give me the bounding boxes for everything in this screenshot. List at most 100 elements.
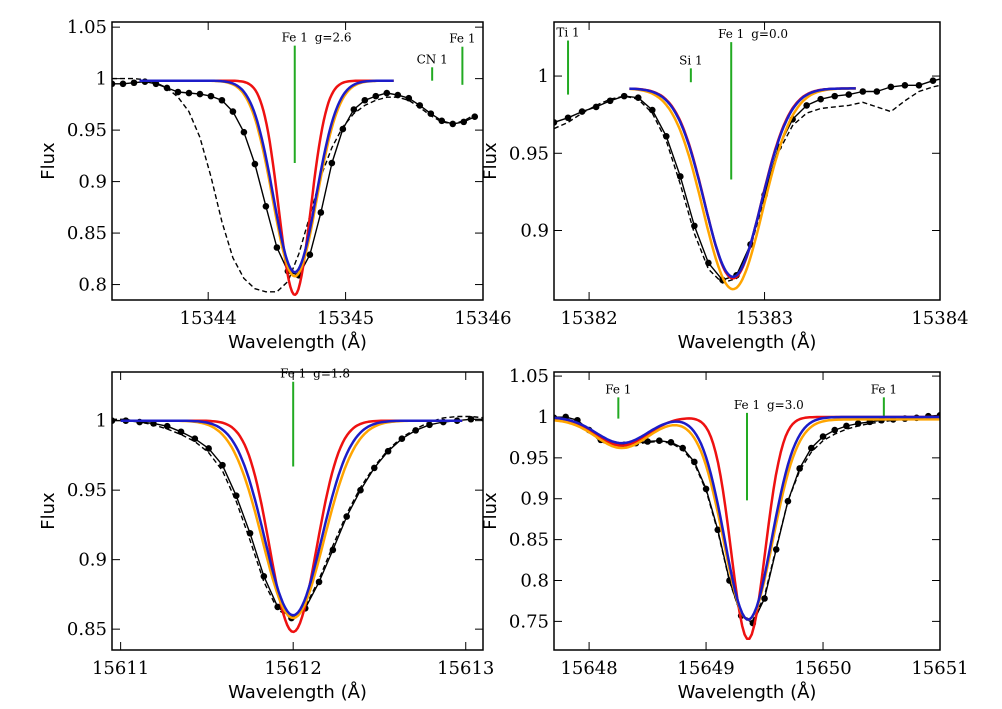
x-tick-label: 15346 [454, 308, 511, 329]
series-observed [112, 418, 483, 619]
plot-area [112, 45, 479, 297]
x-tick-label: 15613 [437, 658, 494, 679]
observed-point [679, 444, 686, 452]
series-model-red [139, 79, 394, 297]
observed-point [405, 94, 413, 102]
plot-area [112, 381, 483, 634]
plot-area [554, 397, 940, 641]
y-tick-label: 0.95 [67, 120, 107, 141]
line-id-label: Ti 1 [556, 26, 579, 40]
y-tick-label: 0.8 [520, 571, 549, 592]
observed-point [944, 74, 951, 81]
y-axis-title: Flux [38, 142, 59, 180]
y-tick-label: 0.8 [78, 275, 107, 296]
plot-frame [553, 371, 941, 651]
panel-top-left: 15344 15345 15346 0.8 0.85 0.9 0.95 1 1.05 Wavele… [38, 17, 512, 353]
series-model-orange [120, 419, 463, 620]
series-model-blue [629, 87, 856, 279]
observed-point [817, 95, 824, 103]
observed-point [859, 88, 867, 95]
panel-bottom-right: 15648 15649 15650 15651 0.75 0.8 0.85 0.9 0.95 1 1… [480, 366, 969, 703]
x-axis-title: Wavelength (Å) [678, 331, 817, 353]
observed-point [205, 445, 212, 452]
x-tick-label: 15649 [677, 658, 734, 679]
line-id-label: Fe 1 [734, 398, 760, 412]
observed-point [339, 125, 347, 133]
observed-point [819, 433, 827, 440]
x-tick-label: 15648 [560, 658, 617, 679]
observed-point [218, 96, 226, 104]
observed-point [761, 595, 768, 602]
y-axis-title: Flux [480, 492, 501, 530]
observed-point [174, 88, 182, 96]
observed-point [384, 447, 392, 455]
observed-point [240, 128, 248, 136]
plot-frame [553, 21, 941, 301]
x-tick-label: 15651 [911, 658, 968, 679]
observed-point [177, 428, 185, 436]
y-tick-label: 0.85 [67, 223, 107, 244]
y-tick-label: 0.75 [509, 611, 549, 632]
line-id-label: Fe 1 [280, 367, 306, 381]
series-dashed [112, 415, 483, 619]
observed-point [412, 427, 420, 434]
y-axis-title: Flux [480, 142, 501, 180]
observed-point [260, 573, 268, 580]
observed-point [691, 458, 698, 466]
line-id-label: Fe 1 [718, 27, 744, 41]
y-tick-label: 0.9 [520, 489, 549, 510]
panel-bottom-left: 15611 15612 15613 0.85 0.9 0.95 1 Wavelength (Å… [38, 367, 494, 703]
y-tick-label: 0.95 [509, 448, 549, 469]
observed-point [471, 113, 479, 121]
x-tick-label: 15344 [180, 308, 237, 329]
x-axis-title: Wavelength (Å) [228, 681, 367, 703]
plot-area [554, 40, 951, 291]
observed-point [845, 91, 853, 98]
observed-point [467, 415, 475, 423]
observed-point [915, 82, 923, 89]
line-id-label: Si 1 [679, 53, 703, 67]
line-id-label: Fe 1 [282, 31, 308, 45]
line-gravity-label: g=0.0 [751, 27, 788, 41]
observed-point [691, 222, 698, 230]
observed-point [873, 88, 881, 95]
line-id-label: CN 1 [417, 52, 448, 66]
series-model-red [629, 87, 856, 280]
y-tick-label: 1.05 [67, 17, 107, 38]
observed-point [112, 80, 116, 88]
observed-point [119, 80, 127, 88]
observed-point [831, 92, 839, 100]
observed-point [901, 82, 909, 89]
y-tick-label: 1 [538, 407, 549, 428]
x-axis-title: Wavelength (Å) [678, 681, 817, 703]
x-tick-label: 15650 [794, 658, 851, 679]
y-axis-title: Flux [38, 492, 59, 530]
observed-point [398, 435, 406, 443]
plot-frame [111, 371, 484, 651]
observed-point [843, 422, 850, 430]
observed-point [350, 106, 358, 113]
observed-point [796, 465, 803, 472]
y-tick-label: 0.95 [509, 143, 549, 164]
x-tick-label: 15345 [317, 308, 374, 329]
observed-point [361, 96, 369, 104]
x-tick-label: 15382 [560, 308, 617, 329]
observed-point [808, 444, 815, 452]
observed-point [929, 77, 937, 84]
observed-point [655, 437, 663, 444]
observed-point [648, 106, 656, 114]
y-tick-label: 0.85 [509, 530, 549, 551]
x-tick-label: 15383 [736, 308, 793, 329]
series-observed [554, 78, 940, 281]
plot-frame [111, 21, 484, 301]
observed-point [251, 160, 259, 168]
series-model-blue [554, 415, 940, 621]
y-tick-label: 1 [96, 411, 107, 432]
x-tick-label: 15384 [911, 308, 968, 329]
observed-point [273, 244, 281, 251]
series-observed [112, 81, 476, 276]
observed-point [620, 92, 628, 100]
observed-point [383, 89, 391, 97]
series-dashed [112, 77, 476, 293]
